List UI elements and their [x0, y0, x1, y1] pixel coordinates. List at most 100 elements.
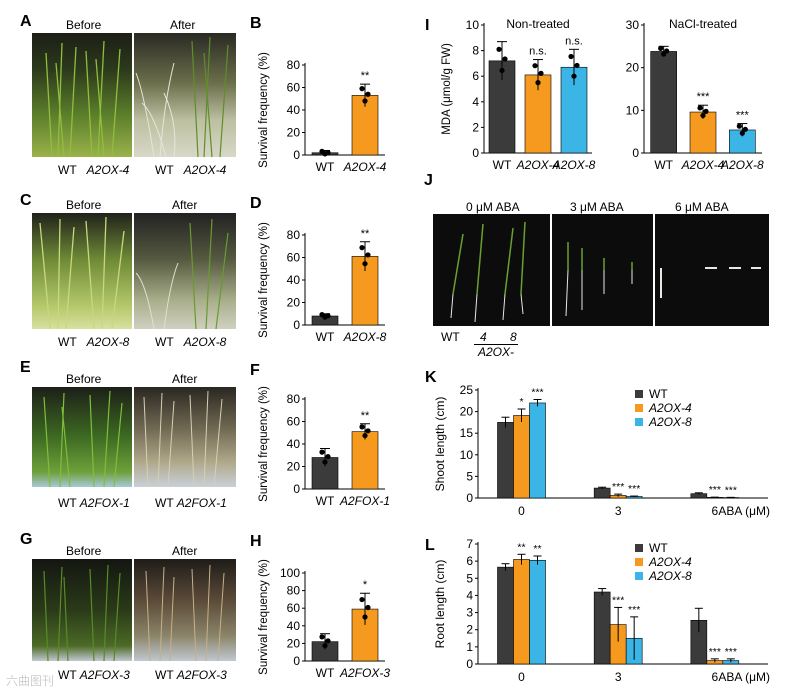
j-line8-label: 8: [510, 330, 517, 344]
chart-i-nacl: NaCl-treated 0 10 20 30 WT *** A2OX-4 *** A2OX-8: [626, 17, 764, 172]
y-tick-label: 40: [287, 437, 301, 451]
y-tick-label: 60: [287, 251, 301, 265]
legend-swatch: [635, 544, 643, 552]
j-wt-label: WT: [441, 330, 460, 344]
y-tick-label: 20: [287, 296, 301, 310]
panel-label-j: J: [424, 172, 433, 189]
legend-label: A2OX-8: [648, 569, 692, 583]
chart-title: Non-treated: [506, 17, 569, 31]
caption-e-left: WT A2FOX-1: [58, 496, 130, 510]
panel-label-i1: I: [425, 17, 429, 34]
before-label-c: Before: [66, 198, 102, 212]
significance-mark: ***: [709, 646, 721, 658]
significance-mark: ***: [531, 387, 543, 399]
data-point: [658, 45, 664, 51]
y-tick-label: 0: [293, 318, 300, 332]
data-point: [322, 643, 328, 649]
significance-mark: *: [363, 579, 368, 591]
after-label-c: After: [172, 198, 198, 212]
after-label-g: After: [172, 544, 198, 558]
significance-mark: ***: [628, 604, 640, 616]
bar: [497, 422, 514, 499]
significance-mark: ***: [725, 646, 737, 658]
chart-f: F Survival frequency (%) 0 20 40 60 80 WT ** A2FO…: [250, 362, 390, 508]
y-tick-label: 10: [466, 18, 480, 32]
panel-label-e: E: [20, 359, 31, 376]
x-tick-label: WT: [654, 158, 673, 172]
significance-mark: ***: [697, 91, 711, 103]
data-point: [499, 67, 505, 74]
x-tick-label: WT: [316, 666, 335, 680]
before-label-e: Before: [66, 372, 102, 386]
data-point: [502, 56, 508, 62]
data-point: [365, 604, 371, 611]
y-axis-label: Root length (cm): [433, 560, 447, 649]
photo-g-after: [134, 559, 236, 661]
legend-swatch: [635, 390, 643, 398]
y-tick-label: 100: [280, 566, 300, 580]
x-tick-label: A2FOX-1: [339, 494, 390, 508]
caption-a-right: WT A2OX-4: [155, 163, 227, 177]
y-tick-label: 80: [287, 228, 301, 242]
y-axis-label: Survival frequency (%): [258, 386, 270, 502]
watermark: 六曲图刊: [6, 674, 55, 688]
photo-j-6aba: [655, 214, 769, 326]
data-point: [736, 123, 742, 129]
caption-a-left: WT A2OX-4: [58, 163, 130, 177]
legend-label: A2OX-4: [648, 555, 692, 569]
photo-e-before: [32, 387, 132, 487]
j-group-bracket: [474, 344, 518, 345]
before-label-g: Before: [66, 544, 102, 558]
significance-mark: *: [519, 396, 523, 408]
data-point: [319, 449, 325, 455]
chart-i-nontreated: I Non-treated MDA (μmol/g FW) 0 2 4 6 8 10 WT n.s.…: [425, 17, 596, 172]
bar: [513, 415, 530, 499]
y-tick-label: 4: [472, 95, 479, 109]
data-point: [664, 48, 670, 54]
significance-mark: ***: [725, 484, 737, 496]
data-point: [365, 252, 371, 258]
significance-mark: ***: [628, 483, 640, 495]
data-point: [359, 424, 365, 430]
y-tick-label: 20: [626, 61, 640, 75]
significance-mark: **: [361, 410, 370, 422]
panel-label-h: H: [250, 533, 262, 550]
panel-label-a: A: [20, 13, 32, 30]
x-tick-label: A2FOX-3: [339, 666, 390, 680]
x-tick-label: WT: [316, 330, 335, 344]
bar: [351, 431, 379, 490]
data-point: [362, 261, 368, 267]
y-tick-label: 3: [466, 606, 473, 620]
bar: [529, 559, 546, 665]
x-tick-label: WT: [316, 160, 335, 174]
y-tick-label: 0: [293, 148, 300, 162]
y-tick-label: 15: [460, 426, 474, 440]
bar: [593, 591, 611, 665]
data-point: [362, 98, 368, 104]
significance-mark: n.s.: [529, 46, 547, 58]
y-tick-label: 2: [472, 120, 479, 134]
y-tick-label: 40: [287, 103, 301, 117]
data-point: [571, 73, 577, 79]
y-axis-label: Shoot length (cm): [433, 397, 447, 492]
after-label-e: After: [172, 372, 198, 386]
x-tick-label: 0: [518, 670, 525, 684]
significance-mark: **: [517, 541, 525, 553]
photo-j-3aba: [552, 214, 653, 326]
data-point: [496, 46, 502, 52]
significance-mark: n.s.: [565, 35, 583, 47]
panel-label-g: G: [20, 531, 33, 548]
cond-label-3: 3 μM ABA: [570, 200, 624, 214]
y-tick-label: 80: [287, 392, 301, 406]
bar: [497, 566, 514, 665]
data-point: [535, 80, 541, 86]
y-axis-label: Survival frequency (%): [258, 52, 270, 168]
j-group-label: A2OX-: [478, 345, 515, 359]
data-point: [365, 91, 371, 97]
y-tick-label: 10: [460, 448, 474, 462]
data-point: [359, 596, 365, 603]
legend-label: A2OX-8: [648, 415, 692, 429]
chart-l: L Root length (cm) 0 1 2 3 4 5 6 7 ** ** 0 *** *** 3 ***…: [425, 537, 770, 684]
x-tick-label: A2OX-4: [516, 158, 560, 172]
